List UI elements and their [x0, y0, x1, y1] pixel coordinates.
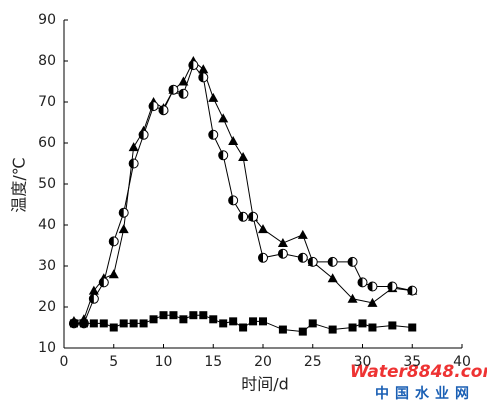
circle-marker: [148, 101, 159, 112]
triangle-marker: [178, 76, 189, 86]
x-tick-label: 30: [354, 354, 372, 370]
square-marker: [358, 319, 367, 328]
circle-marker: [277, 248, 288, 259]
y-tick-label: 20: [38, 299, 56, 315]
triangle-marker: [108, 269, 119, 279]
circle-marker: [128, 158, 139, 169]
x-tick-label: 20: [254, 354, 272, 370]
circle-marker: [258, 252, 268, 263]
square-marker: [308, 319, 317, 328]
x-tick-label: 25: [304, 354, 322, 370]
y-tick-label: 30: [38, 258, 56, 274]
square-marker: [239, 323, 248, 332]
square-marker: [259, 317, 267, 326]
x-tick-label: 10: [155, 354, 173, 370]
series-line: [73, 60, 413, 322]
square-marker: [368, 323, 377, 332]
square-marker: [189, 311, 198, 320]
circle-marker: [228, 195, 239, 206]
square-marker: [89, 319, 98, 328]
y-axis-label: 温度/℃: [10, 157, 29, 212]
triangle-marker: [218, 113, 229, 123]
triangle-marker: [347, 293, 358, 303]
circle-marker: [178, 88, 189, 99]
triangle-marker: [297, 229, 308, 239]
circle-marker: [158, 105, 169, 116]
square-marker: [99, 319, 108, 328]
square-marker: [179, 315, 188, 324]
y-tick-label: 70: [38, 94, 56, 110]
square-marker: [219, 319, 228, 328]
y-tick-label: 90: [38, 12, 56, 28]
circle-marker: [407, 285, 418, 296]
square-marker: [229, 317, 238, 326]
square-marker: [129, 319, 138, 328]
circle-marker: [188, 60, 199, 71]
square-marker: [348, 323, 357, 332]
square-marker: [139, 319, 148, 328]
circle-marker: [347, 256, 358, 267]
circle-marker: [208, 129, 219, 140]
x-tick-label: 0: [60, 354, 69, 370]
circle-marker: [118, 207, 129, 218]
watermark-name: 中国水业网: [375, 385, 475, 402]
triangle-marker: [118, 224, 129, 234]
square-marker: [149, 315, 158, 324]
circle-marker: [387, 281, 398, 292]
circle-marker: [357, 277, 368, 288]
square-marker: [249, 317, 258, 326]
square-marker: [209, 315, 218, 324]
circle-marker: [297, 252, 308, 263]
y-tick-label: 10: [38, 340, 56, 356]
triangle-marker: [88, 285, 99, 295]
triangle-marker: [198, 64, 209, 74]
watermark-logo: Water8848.com: [350, 362, 487, 382]
x-tick-label: 40: [453, 354, 471, 370]
triangle-marker: [228, 135, 239, 145]
circle-marker: [327, 256, 338, 267]
square-marker: [119, 319, 128, 328]
y-tick-label: 60: [38, 135, 56, 151]
circle-marker: [307, 256, 318, 267]
square-marker: [79, 319, 88, 328]
circle-marker: [238, 211, 249, 222]
triangle-marker: [208, 92, 219, 102]
circle-marker: [168, 84, 179, 95]
triangle-marker: [258, 224, 268, 234]
circle-marker: [98, 277, 109, 288]
triangle-marker: [327, 273, 338, 283]
y-tick-label: 80: [38, 53, 56, 69]
circle-marker: [218, 150, 229, 161]
square-marker: [408, 323, 417, 332]
square-marker: [159, 311, 168, 320]
triangle-marker: [367, 297, 378, 307]
circle-marker: [88, 293, 99, 304]
square-marker: [328, 325, 337, 334]
x-axis-label: 时间/d: [241, 375, 289, 394]
x-tick-label: 15: [204, 354, 222, 370]
triangle-marker: [128, 142, 139, 152]
x-tick-label: 35: [403, 354, 421, 370]
y-tick-label: 50: [38, 176, 56, 192]
circle-marker: [108, 236, 119, 247]
square-marker: [69, 319, 78, 328]
circle-marker: [138, 129, 149, 140]
y-tick-label: 40: [38, 217, 56, 233]
square-marker: [169, 311, 178, 320]
triangle-marker: [238, 151, 249, 161]
circle-marker: [367, 281, 378, 292]
triangle-marker: [277, 238, 288, 248]
circle-marker: [248, 211, 259, 222]
square-marker: [388, 321, 397, 330]
x-tick-label: 5: [109, 354, 118, 370]
square-marker: [278, 325, 287, 334]
square-marker: [109, 323, 118, 332]
circle-marker: [198, 72, 209, 83]
square-marker: [298, 327, 307, 336]
square-marker: [199, 311, 208, 320]
